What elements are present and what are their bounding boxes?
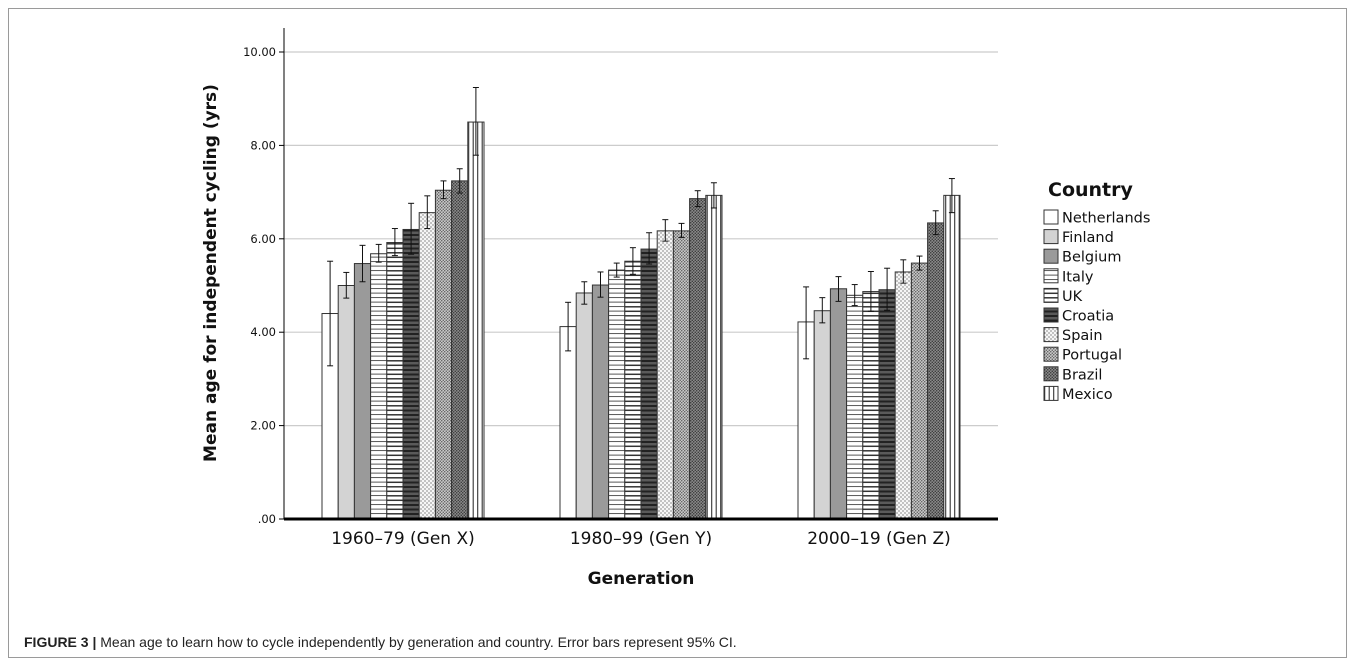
bars (321, 86, 961, 520)
bar-finland (813, 310, 831, 520)
bar-croatia (878, 289, 896, 520)
legend-swatch-finland (1043, 229, 1059, 245)
bar-croatia (402, 228, 420, 520)
bar-portugal (672, 230, 691, 520)
caption-text: Mean age to learn how to cycle independe… (96, 634, 737, 650)
bar-finland (575, 292, 593, 520)
legend-label-belgium: Belgium (1062, 250, 1121, 266)
bar-portugal (434, 189, 453, 520)
bar-portugal (910, 262, 929, 520)
x-axis-title: Generation (588, 569, 695, 589)
figure-caption: FIGURE 3 | Mean age to learn how to cycl… (24, 634, 737, 650)
x-category-label: 1960–79 (Gen X) (331, 529, 475, 549)
caption-label: FIGURE 3 | (24, 634, 97, 650)
bar-italy (370, 253, 388, 520)
y-tick-label: 10.00 (243, 45, 276, 59)
bar-finland (337, 285, 355, 520)
legend-title: Country (1048, 179, 1134, 201)
bar-italy (608, 269, 626, 520)
y-tick-label: .00 (258, 512, 276, 526)
y-tick-label: 6.00 (250, 232, 276, 246)
bar-uk (862, 291, 880, 520)
y-tick-label: 8.00 (250, 138, 276, 152)
legend-label-italy: Italy (1062, 269, 1094, 285)
legend-swatch-italy (1043, 268, 1059, 284)
y-tick-label: 4.00 (250, 325, 276, 339)
bar-belgium (591, 284, 610, 520)
legend-swatch-netherlands (1043, 209, 1059, 225)
x-category-label: 1980–99 (Gen Y) (570, 529, 712, 549)
bar-brazil (689, 198, 707, 520)
legend-label-netherlands: Netherlands (1062, 211, 1150, 227)
legend-swatch-belgium (1043, 248, 1059, 264)
legend-label-croatia: Croatia (1062, 309, 1114, 325)
axes (283, 28, 998, 521)
bar-belgium (353, 263, 372, 520)
legend-swatch-spain (1043, 327, 1059, 343)
legend-label-brazil: Brazil (1062, 367, 1102, 383)
bar-spain (418, 212, 436, 520)
legend-label-portugal: Portugal (1062, 348, 1122, 364)
bar-brazil (927, 222, 945, 520)
legend-label-finland: Finland (1062, 230, 1114, 246)
y-axis-title: Mean age for independent cycling (yrs) (201, 84, 221, 462)
bar-italy (846, 294, 864, 520)
legend-swatch-portugal (1043, 346, 1059, 362)
y-axis-ticks: .00 2.00 4.00 6.00 8.00 10.00 (243, 45, 284, 526)
bar-mexico (943, 194, 961, 520)
bar-spain (656, 230, 674, 520)
legend-label-mexico: Mexico (1062, 387, 1113, 403)
x-category-label: 2000–19 (Gen Z) (807, 529, 951, 549)
y-tick-label: 2.00 (250, 419, 276, 433)
legend-label-spain: Spain (1062, 328, 1103, 344)
bar-uk (386, 242, 404, 520)
legend-swatch-croatia (1043, 307, 1059, 323)
bar-netherlands (559, 326, 577, 520)
legend-swatch-mexico (1043, 385, 1059, 401)
bar-brazil (451, 180, 469, 520)
legend-swatch-uk (1043, 287, 1059, 303)
bar-spain (894, 271, 912, 520)
x-axis-categories: 1960–79 (Gen X) 1980–99 (Gen Y) 2000–19 (G… (331, 529, 951, 549)
legend-swatch-brazil (1043, 366, 1059, 382)
bar-belgium (829, 288, 848, 520)
bar-croatia (640, 248, 658, 520)
legend-label-uk: UK (1062, 289, 1083, 305)
bar-mexico (467, 121, 485, 520)
bar-uk (624, 260, 642, 520)
bar-mexico (705, 194, 723, 520)
legend: Country Netherlands Finland Belgium Italy UK… (1043, 179, 1150, 403)
